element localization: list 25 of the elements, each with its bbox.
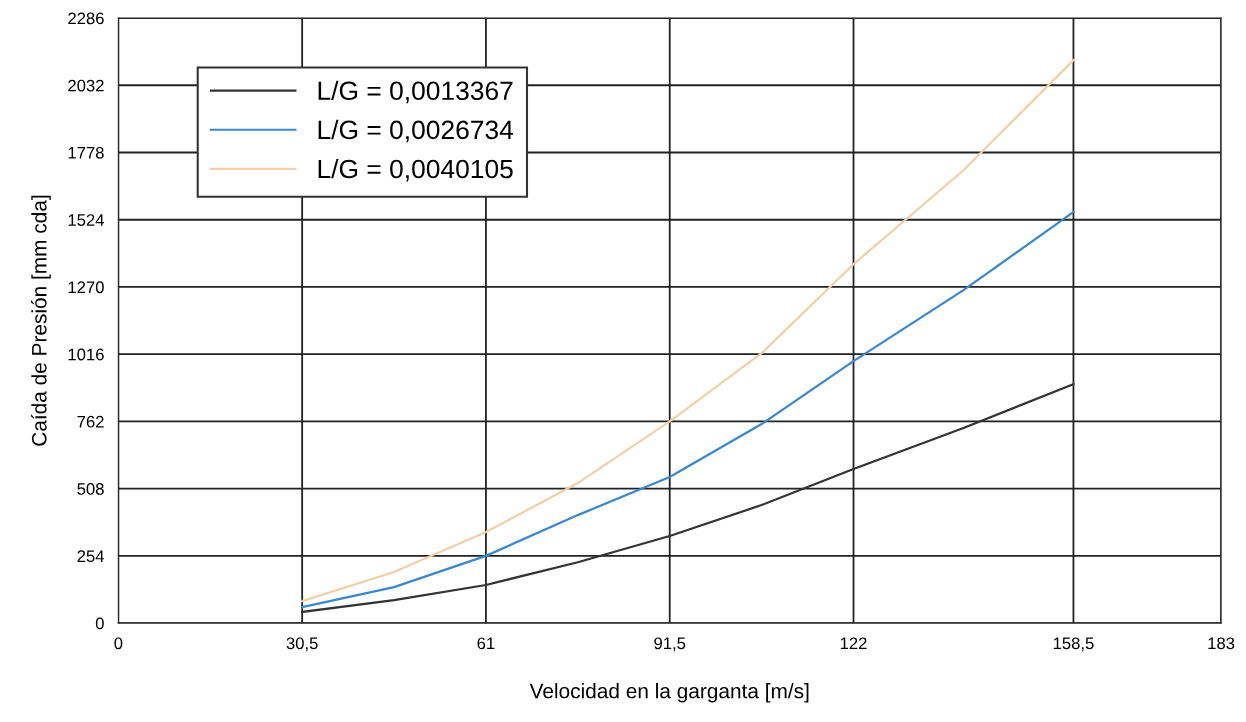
x-tick-label: 122 bbox=[840, 637, 867, 650]
y-tick-label: 1016 bbox=[68, 348, 104, 361]
y-tick-label: 0 bbox=[95, 617, 104, 630]
x-tick-label: 61 bbox=[477, 637, 495, 650]
y-tick-label: 1524 bbox=[68, 214, 104, 226]
y-axis-title: Caída de Presión [mm cda] bbox=[31, 195, 51, 446]
line-series bbox=[301, 210, 1075, 609]
x-tick-label: 30,5 bbox=[286, 637, 318, 652]
y-tick-label: 2032 bbox=[68, 79, 104, 92]
x-tick-label: 91,5 bbox=[654, 637, 686, 652]
legend-label: L/G = 0,0026734 bbox=[318, 119, 514, 143]
x-tick-label: 158,5 bbox=[1053, 637, 1094, 652]
y-tick-label: 762 bbox=[77, 415, 104, 428]
x-tick-label: 0 bbox=[114, 637, 123, 650]
y-tick-label: 1270 bbox=[68, 281, 104, 294]
line-series bbox=[301, 382, 1075, 614]
y-tick-label: 2286 bbox=[68, 12, 104, 25]
x-axis-title: Velocidad en la garganta [m/s] bbox=[529, 683, 809, 703]
y-tick-label: 254 bbox=[77, 550, 104, 563]
y-tick-label: 508 bbox=[77, 483, 104, 495]
legend-label: L/G = 0,0013367 bbox=[318, 80, 513, 104]
line-series bbox=[301, 59, 1075, 603]
legend-label: L/G = 0,0040105 bbox=[318, 158, 513, 182]
y-tick-label: 1778 bbox=[68, 146, 104, 159]
x-tick-label: 183 bbox=[1208, 637, 1235, 650]
